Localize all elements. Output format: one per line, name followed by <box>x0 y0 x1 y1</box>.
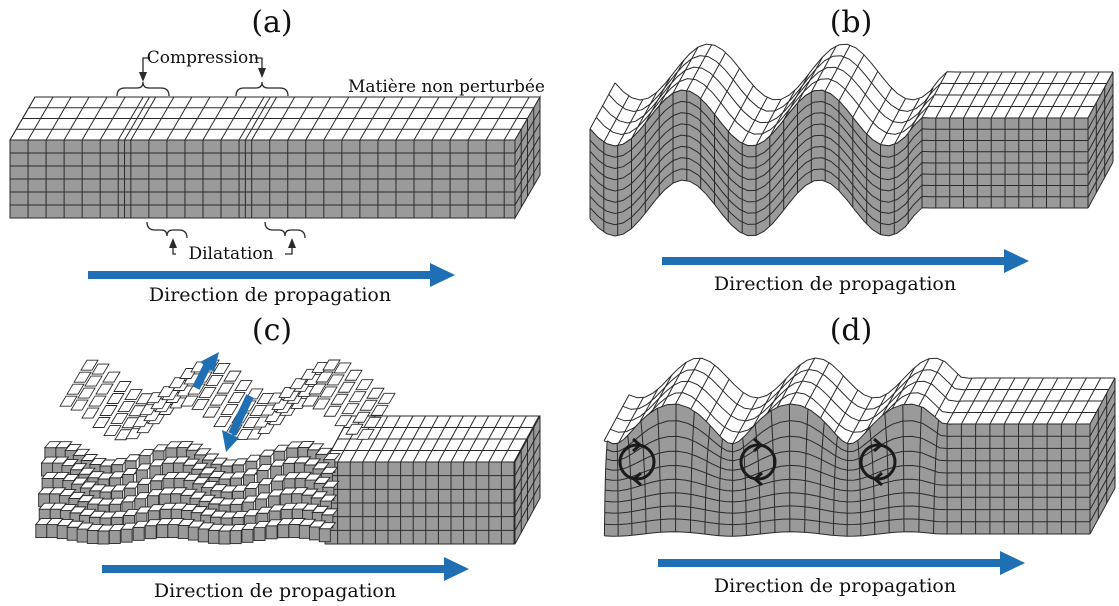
dilatation-label: Dilatation <box>188 244 273 264</box>
undisturbed-label: Matière non perturbée <box>348 77 545 97</box>
panel-b-label: (b) <box>830 5 873 40</box>
panel-d-label: (d) <box>830 313 873 348</box>
propagation-arrow-head <box>444 557 469 581</box>
panel-a-caption: Direction de propagation <box>149 284 391 306</box>
propagation-arrow-head <box>1004 249 1029 273</box>
panel-d-caption: Direction de propagation <box>714 575 956 597</box>
panel-c-caption: Direction de propagation <box>154 580 396 602</box>
compression-label: Compression <box>147 48 260 68</box>
panel-a-compression-wave: Compression Matière non perturbée Dilata… <box>10 5 545 306</box>
panel-d-block <box>604 358 1115 536</box>
panel-b-vertical-shear-wave: Direction de propagation (b) <box>590 5 1113 295</box>
panel-c-label: (c) <box>252 313 292 348</box>
panel-b-caption: Direction de propagation <box>714 273 956 295</box>
panel-b-block <box>590 44 1113 236</box>
front-face <box>10 140 515 218</box>
panel-c-block <box>36 360 540 544</box>
panel-a-label: (a) <box>251 5 292 40</box>
sheared-cubes <box>36 441 340 544</box>
top-face <box>10 97 540 140</box>
propagation-arrow-head <box>1000 551 1025 575</box>
propagation-arrow-head <box>430 263 455 287</box>
panel-a-block <box>10 97 540 218</box>
panel-c-horizontal-shear-wave: Direction de propagation (c) <box>36 313 540 602</box>
undisturbed-block <box>325 416 540 544</box>
panel-d-rayleigh-wave: Direction de propagation (d) <box>604 313 1115 597</box>
